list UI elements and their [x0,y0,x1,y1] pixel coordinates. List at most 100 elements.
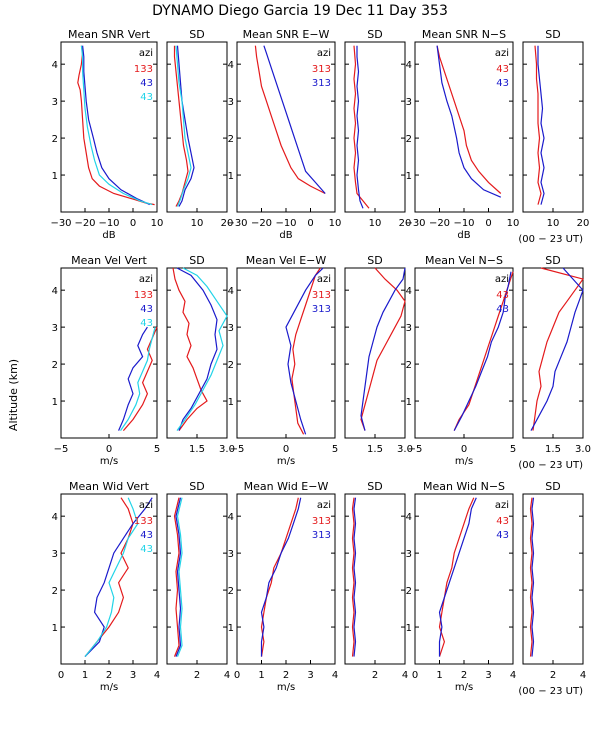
legend-entry: 43 [496,64,509,75]
panel-title: Mean Vel Vert [71,254,147,267]
series-line-0 [534,45,542,205]
panel-title: Mean Vel N−S [425,254,503,267]
y-tick-label: 4 [406,512,412,523]
panel-vel_vert_sd: SD 1.5 3.0 [166,254,235,455]
y-tick-label: 3 [52,549,58,560]
panel-title: Mean SNR E−W [243,28,330,41]
y-tick-label: 4 [52,60,58,71]
x-tick-label: 10 [151,218,164,229]
panel-title: SD [367,28,382,41]
panel-title: SD [189,28,204,41]
panel-snr_ns: Mean SNR N−S 1 2 3 4 −30 −20 −10 0 10 dB azi 43 43 [404,28,519,241]
panel-title: Mean SNR N−S [422,28,506,41]
x-tick-label: 2 [461,670,467,681]
legend-entry: 133 [134,516,153,527]
legend-entry: 313 [312,516,331,527]
legend-entry: 43 [140,530,153,541]
y-tick-label: 1 [52,397,58,408]
y-tick-label: 2 [228,360,234,371]
x-tick-label: 2 [372,670,378,681]
legend-header: azi [495,48,509,59]
x-tick-label: −20 [429,218,450,229]
plot-frame [344,41,406,213]
y-tick-label: 2 [406,134,412,145]
panel-vel_ew: Mean Vel E−W 1 2 3 4 −5 0 5 m/s azi 313 313 [228,254,339,467]
y-tick-label: 4 [228,512,234,523]
legend-entry: 43 [140,78,153,89]
series-line-0 [260,497,299,657]
x-tick-label: 1.5 [189,444,205,455]
series-line-0 [532,267,584,431]
x-axis-label: dB [102,230,115,241]
x-tick-label: 2 [194,670,200,681]
x-tick-label: 2 [550,670,556,681]
series-line-0 [172,267,208,431]
y-tick-label: 3 [228,549,234,560]
x-tick-label: 10 [507,218,520,229]
legend-entry: 133 [134,290,153,301]
x-tick-label: 4 [580,670,586,681]
series-line-1 [84,497,153,658]
legend-header: azi [139,500,153,511]
legend-entry: 43 [496,530,509,541]
panel-snr_vert_sd: SD 10 20 [166,28,233,229]
series-line-1 [175,497,182,657]
figure-title: DYNAMO Diego Garcia 19 Dec 11 Day 353 [152,3,448,19]
x-axis-label: m/s [277,682,295,693]
series-line-1 [436,45,502,198]
series-line-1 [537,45,545,205]
panel-wid_vert_sd: SD 2 4 [166,480,230,681]
x-axis-label: m/s [455,456,473,467]
series-line-1 [176,267,218,431]
time-range-label: (00 − 23 UT) [518,234,583,245]
x-tick-label: 5 [154,444,160,455]
x-tick-label: 0 [58,670,64,681]
x-tick-label: 1.5 [367,444,383,455]
x-tick-label: 0 [412,670,418,681]
x-tick-label: 10 [369,218,382,229]
x-tick-label: 1.5 [545,444,561,455]
x-tick-label: −10 [275,218,296,229]
panel-title: Mean Wid E−W [244,480,329,493]
legend-entry: 43 [140,304,153,315]
panel-vel_ns: Mean Vel N−S 1 2 3 4 −5 0 5 m/s azi 43 43 [406,254,517,467]
legend-entry: 313 [312,64,331,75]
series-line-2 [80,45,153,206]
time-range-label: (00 − 23 UT) [518,460,583,471]
panel-wid_vert: Mean Wid Vert 1 2 3 4 0 1 2 3 4 m/s azi 133 43 43 [52,480,161,693]
plot-frame [166,267,228,439]
series-line-0 [291,267,321,435]
x-tick-label: 4 [402,670,408,681]
y-tick-label: 1 [406,171,412,182]
series-line-0 [360,267,406,431]
y-tick-label: 2 [52,586,58,597]
series-line-2 [176,267,228,431]
series-line-0 [254,45,326,195]
panel-title: Mean Wid Vert [69,480,150,493]
legend-entry: 43 [496,78,509,89]
y-tick-label: 4 [52,512,58,523]
panel-snr_ew_sd: SD 10 20 [344,28,411,229]
y-tick-label: 3 [406,549,412,560]
y-axis-label: Altitude (km) [7,359,20,431]
x-tick-label: 1 [258,670,264,681]
series-line-1 [263,45,326,194]
legend-header: azi [317,274,331,285]
legend-header: azi [139,274,153,285]
panel-title: SD [545,480,560,493]
panel-title: Mean SNR Vert [68,28,151,41]
series-line-1 [118,326,148,431]
x-axis-label: m/s [100,456,118,467]
legend-entry: 313 [312,304,331,315]
y-tick-label: 4 [228,286,234,297]
panel-title: Mean Vel E−W [246,254,327,267]
panel-snr_ew: Mean SNR E−W 1 2 3 4 −30 −20 −10 0 10 dB azi 313 313 [226,28,341,241]
y-tick-label: 4 [406,286,412,297]
series-line-0 [173,497,180,657]
y-tick-label: 2 [406,586,412,597]
x-tick-label: 4 [224,670,230,681]
panel-vel_ew_sd: SD 1.5 3.0 [344,254,413,455]
series-line-0 [529,497,533,657]
